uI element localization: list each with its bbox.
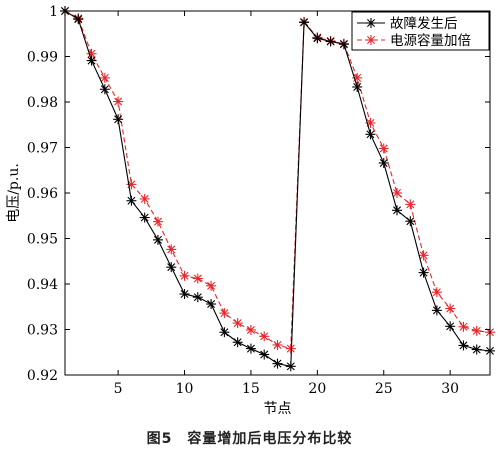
data-point [126, 195, 137, 206]
y-tick-label: 0.93 [27, 323, 58, 339]
data-point [338, 39, 349, 50]
data-point [299, 17, 310, 28]
series-line [64, 10, 491, 368]
data-point [259, 349, 270, 360]
data-point [445, 303, 456, 314]
data-point [392, 188, 403, 198]
y-tick-label: 0.98 [27, 95, 58, 111]
data-point [113, 114, 124, 125]
legend-label: 电源容量加倍 [390, 32, 471, 49]
data-point [139, 212, 150, 223]
data-point [458, 321, 469, 332]
legend-label: 故障发生后 [390, 16, 458, 32]
data-point [139, 193, 150, 204]
data-point [232, 337, 243, 348]
y-tick-label: 1 [49, 4, 58, 20]
legend-box [351, 11, 490, 51]
data-point [179, 270, 190, 281]
data-point [312, 33, 323, 44]
data-point [99, 84, 110, 95]
data-point [285, 361, 296, 372]
x-tick-label: 25 [375, 381, 393, 397]
data-point [325, 36, 336, 47]
data-point [152, 216, 163, 227]
data-point [245, 324, 256, 335]
legend-marker [366, 35, 376, 45]
legend-item: 电源容量加倍 [357, 32, 471, 49]
data-point [206, 299, 217, 310]
y-axis-label: 电压/p.u. [6, 163, 22, 223]
data-point [285, 343, 296, 354]
y-tick-label: 0.94 [27, 277, 58, 293]
x-tick-label: 30 [441, 381, 459, 397]
data-point [113, 96, 124, 107]
data-point [219, 308, 230, 319]
data-point [405, 199, 416, 210]
data-point [431, 287, 442, 298]
series-line [64, 10, 491, 350]
y-tick-label: 0.95 [27, 232, 58, 248]
series-1 [60, 6, 495, 354]
data-point [392, 205, 403, 216]
series-0 [60, 6, 495, 372]
data-point [352, 81, 363, 92]
legend-marker [366, 18, 376, 28]
data-point [166, 262, 177, 273]
y-tick-label: 0.99 [27, 50, 58, 66]
data-point [378, 143, 389, 154]
data-point [99, 72, 110, 83]
y-tick-label: 0.92 [27, 368, 58, 384]
data-point [86, 55, 97, 66]
data-point [179, 289, 190, 300]
data-point [272, 339, 283, 350]
x-tick-label: 15 [242, 381, 260, 397]
data-point [206, 280, 217, 291]
data-point [458, 340, 469, 351]
data-point [232, 318, 243, 329]
data-point [272, 358, 283, 369]
data-point [73, 14, 84, 25]
series-layer [60, 6, 495, 372]
data-point [471, 325, 482, 336]
x-axis-label: 节点 [264, 401, 292, 417]
data-point [245, 343, 256, 354]
data-point [471, 344, 482, 355]
data-point [378, 157, 389, 168]
data-point [431, 305, 442, 316]
x-tick-label: 5 [114, 381, 123, 397]
data-point [405, 216, 416, 227]
y-tick-label: 0.96 [27, 186, 58, 202]
data-point [219, 327, 230, 338]
x-tick-label: 10 [176, 381, 194, 397]
data-point [192, 292, 203, 303]
data-point [152, 234, 163, 245]
data-point [192, 273, 203, 284]
y-tick-label: 0.97 [27, 141, 58, 157]
axes-frame [64, 10, 491, 376]
data-point [418, 250, 429, 261]
figure-caption: 图5 容量增加后电压分布比较 [146, 431, 353, 447]
data-point [166, 244, 177, 255]
x-tick-label: 20 [308, 381, 326, 397]
data-point [418, 267, 429, 278]
data-point [259, 331, 270, 342]
data-point [365, 129, 376, 140]
axes [64, 10, 491, 376]
data-point [445, 321, 456, 332]
legend-item: 故障发生后 [357, 16, 458, 32]
